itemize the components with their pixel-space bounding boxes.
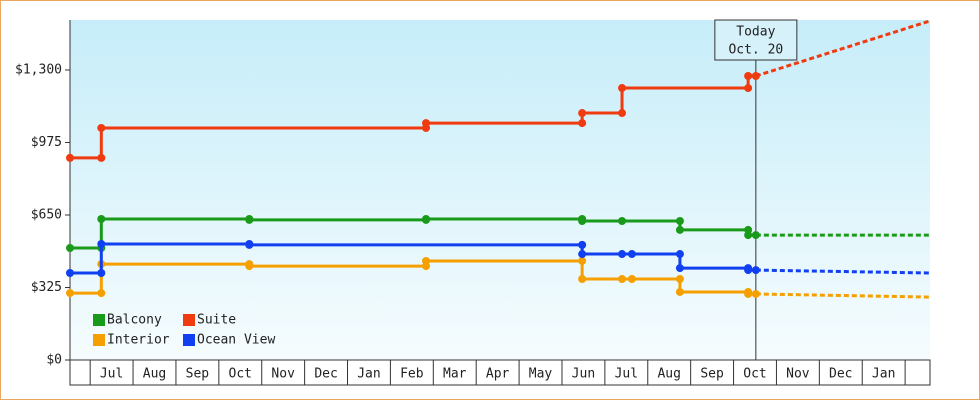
point [245, 215, 254, 224]
forecast-line [755, 292, 931, 299]
point [245, 262, 254, 271]
series-line [70, 242, 756, 275]
legend-label: Ocean View [197, 333, 275, 348]
x-tick-label: Sep [186, 367, 210, 382]
forecast-line [755, 19, 931, 78]
today-box [714, 19, 798, 61]
point [675, 217, 684, 226]
point [751, 71, 760, 80]
point [97, 153, 106, 162]
point [618, 84, 627, 93]
y-tick-label: $650 [31, 207, 62, 222]
x-tick-label: Dec [829, 367, 852, 382]
point [66, 153, 74, 162]
point [245, 240, 254, 249]
point [744, 84, 753, 93]
point [751, 266, 760, 275]
point [618, 109, 627, 118]
series-line [70, 259, 756, 296]
point [675, 275, 684, 284]
point [578, 275, 587, 284]
point [97, 215, 106, 224]
point [66, 244, 74, 253]
x-tick-label: Jul [100, 367, 123, 382]
point [618, 250, 627, 259]
legend-label: Balcony [107, 313, 162, 328]
legend-label: Interior [107, 333, 170, 348]
point [627, 275, 636, 284]
point [422, 119, 431, 128]
point [751, 231, 760, 240]
x-tick-label: May [529, 367, 553, 382]
x-tick-label: Jan [357, 367, 380, 382]
legend-swatch [183, 334, 195, 346]
x-tick-label: Jun [572, 367, 595, 382]
point [627, 250, 636, 259]
x-tick-label: Jul [615, 367, 638, 382]
point [675, 250, 684, 259]
point [618, 275, 627, 284]
forecast-line [755, 268, 931, 275]
y-tick-label: $0 [46, 353, 62, 368]
point [744, 231, 753, 240]
point [97, 239, 106, 248]
today-date: Oct. 20 [728, 43, 783, 58]
point [578, 250, 587, 259]
point [97, 268, 106, 277]
point [675, 264, 684, 273]
legend-swatch [93, 314, 105, 326]
x-tick-label: Nov [271, 367, 295, 382]
legend-swatch [183, 314, 195, 326]
legend-label: Suite [197, 313, 236, 328]
today-label: Today [736, 25, 775, 40]
x-tick-label: Oct [743, 367, 766, 382]
point [751, 289, 760, 298]
x-tick-label: Dec [314, 367, 337, 382]
y-tick-label: $975 [31, 135, 62, 150]
point [578, 109, 587, 118]
point [578, 217, 587, 226]
point [578, 240, 587, 249]
x-axis-band [69, 359, 931, 386]
point [422, 256, 431, 265]
x-tick-label: Sep [700, 367, 724, 382]
x-tick-label: Apr [486, 367, 510, 382]
point [744, 71, 753, 80]
point [97, 123, 106, 132]
y-tick-label: $325 [31, 280, 62, 295]
point [578, 119, 587, 128]
plot-area [70, 20, 930, 360]
point [675, 225, 684, 234]
x-tick-label: Oct [229, 367, 252, 382]
point [675, 287, 684, 296]
x-tick-label: Mar [443, 367, 467, 382]
x-tick-label: Aug [143, 367, 166, 382]
point [578, 256, 587, 265]
point [422, 215, 431, 224]
point [66, 289, 74, 298]
y-tick-label: $1,300 [15, 62, 62, 77]
point [744, 266, 753, 275]
x-tick-label: Feb [400, 367, 424, 382]
point [66, 268, 74, 277]
legend-swatch [93, 334, 105, 346]
x-tick-label: Jan [872, 367, 895, 382]
x-tick-label: Aug [657, 367, 680, 382]
x-tick-label: Nov [786, 367, 810, 382]
point [97, 289, 106, 298]
point [744, 289, 753, 298]
point [618, 217, 627, 226]
